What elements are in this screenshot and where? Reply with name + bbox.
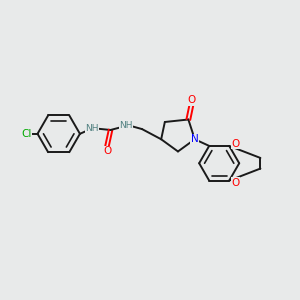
Text: NH: NH — [119, 121, 133, 130]
Text: Cl: Cl — [21, 129, 32, 139]
Text: O: O — [187, 95, 195, 105]
Text: O: O — [232, 178, 240, 188]
Text: N: N — [191, 134, 199, 144]
Text: NH: NH — [85, 124, 99, 133]
Text: O: O — [232, 139, 240, 149]
Text: O: O — [103, 146, 111, 156]
